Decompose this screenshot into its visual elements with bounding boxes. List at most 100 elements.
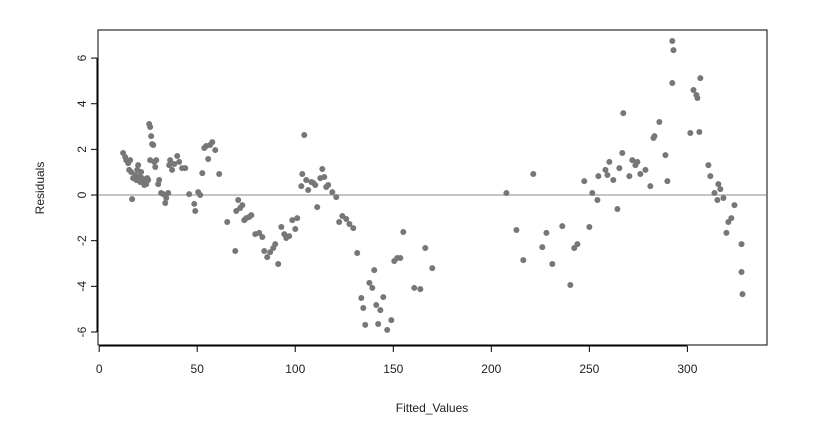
point — [167, 157, 174, 164]
point — [192, 208, 199, 215]
point — [687, 129, 694, 136]
point — [205, 155, 212, 162]
point — [707, 173, 714, 180]
point — [366, 279, 373, 286]
point — [232, 247, 239, 254]
point — [138, 168, 145, 175]
point — [216, 171, 223, 178]
point — [738, 241, 745, 248]
point — [350, 225, 357, 232]
plot-box — [97, 29, 768, 346]
point — [375, 321, 382, 327]
point — [656, 118, 663, 125]
point — [602, 166, 609, 173]
y-tick-label: 4 — [75, 100, 89, 107]
point — [513, 226, 520, 233]
point — [312, 181, 319, 188]
point — [256, 229, 263, 236]
point — [199, 170, 206, 177]
point — [595, 173, 602, 180]
point — [163, 195, 170, 201]
point — [400, 229, 407, 236]
point — [259, 234, 266, 241]
y-tick-label: -6 — [75, 326, 89, 337]
point — [606, 158, 613, 165]
point — [212, 147, 219, 154]
y-tick-label: 2 — [75, 146, 89, 153]
point — [319, 166, 326, 173]
point — [717, 186, 724, 193]
point — [272, 241, 279, 248]
point — [152, 163, 159, 170]
x-tick-label: 200 — [481, 362, 501, 376]
point — [731, 202, 738, 209]
point — [539, 244, 546, 251]
point — [176, 158, 183, 165]
point — [626, 173, 633, 180]
point — [261, 247, 268, 254]
point — [267, 249, 274, 256]
point — [235, 197, 242, 204]
point — [174, 153, 181, 159]
point — [634, 158, 641, 165]
point — [711, 189, 718, 196]
point — [147, 124, 154, 131]
x-tick-label: 0 — [96, 362, 103, 376]
point — [397, 255, 404, 262]
point — [336, 218, 343, 225]
point — [610, 176, 617, 183]
y-axis-label: Residuals — [33, 162, 47, 215]
point — [696, 129, 703, 136]
y-tick-label: -4 — [75, 281, 89, 292]
point — [369, 284, 376, 291]
point — [156, 176, 163, 183]
point — [417, 286, 424, 293]
point — [714, 197, 721, 204]
x-tick-label: 300 — [677, 362, 697, 376]
x-tick-label: 250 — [579, 362, 599, 376]
x-axis-label: Fitted_Values — [396, 401, 469, 415]
point — [362, 321, 369, 328]
point — [129, 196, 136, 203]
point — [289, 217, 296, 224]
point — [620, 110, 627, 117]
point — [275, 260, 282, 267]
point — [197, 192, 204, 199]
point — [150, 142, 157, 149]
point — [305, 187, 312, 194]
point — [294, 215, 301, 222]
point — [301, 132, 308, 138]
point — [664, 178, 671, 185]
point — [182, 165, 189, 172]
point — [333, 194, 340, 201]
point — [670, 47, 677, 54]
point — [354, 250, 361, 257]
point — [589, 189, 596, 196]
point — [128, 168, 135, 175]
point — [373, 302, 380, 309]
point — [694, 95, 701, 102]
point — [697, 75, 704, 82]
point — [166, 162, 173, 169]
point — [581, 178, 588, 185]
point — [705, 162, 712, 169]
point — [715, 181, 722, 188]
point — [614, 205, 621, 212]
x-tick-label: 100 — [285, 362, 305, 376]
point — [388, 317, 395, 324]
point — [209, 139, 216, 146]
point — [586, 223, 593, 230]
point — [186, 191, 193, 198]
point — [422, 244, 429, 251]
point — [377, 307, 384, 314]
point — [738, 268, 745, 275]
point — [321, 174, 328, 180]
point — [530, 171, 537, 178]
point — [662, 152, 669, 159]
point — [616, 165, 623, 172]
point — [669, 79, 676, 86]
x-tick-label: 150 — [383, 362, 403, 376]
y-tick-label: 6 — [75, 54, 89, 61]
point — [264, 254, 271, 261]
